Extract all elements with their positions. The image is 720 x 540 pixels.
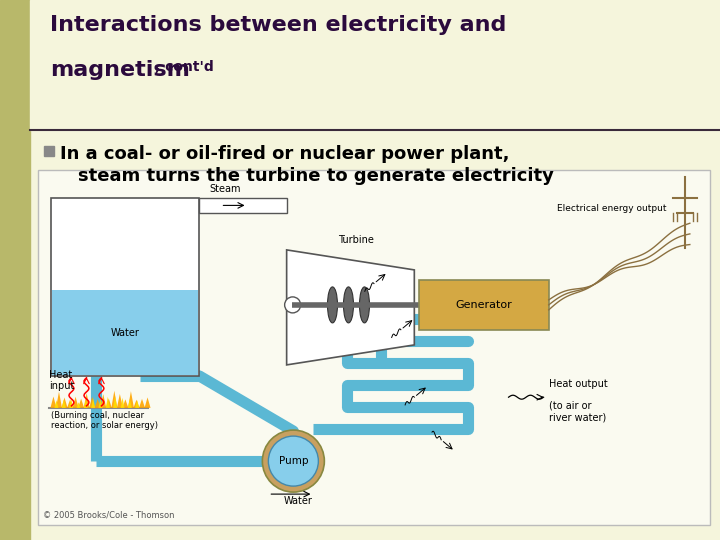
Text: magnetism: magnetism bbox=[50, 60, 190, 80]
Polygon shape bbox=[62, 401, 66, 408]
Text: © 2005 Brooks/Cole - Thomson: © 2005 Brooks/Cole - Thomson bbox=[43, 510, 174, 519]
Polygon shape bbox=[78, 398, 84, 408]
Circle shape bbox=[284, 297, 301, 313]
Circle shape bbox=[262, 430, 324, 492]
Polygon shape bbox=[69, 401, 73, 408]
Ellipse shape bbox=[343, 287, 354, 323]
Bar bbox=[51, 198, 199, 376]
Bar bbox=[44, 146, 54, 156]
Polygon shape bbox=[91, 401, 95, 408]
Text: river water): river water) bbox=[549, 412, 606, 422]
Text: In a coal- or oil-fired or nuclear power plant,: In a coal- or oil-fired or nuclear power… bbox=[60, 145, 510, 163]
Polygon shape bbox=[55, 397, 58, 408]
Text: Heat output: Heat output bbox=[549, 379, 607, 389]
Polygon shape bbox=[67, 398, 73, 408]
Polygon shape bbox=[135, 400, 139, 408]
Polygon shape bbox=[84, 391, 90, 408]
Text: Steam: Steam bbox=[210, 184, 241, 194]
Text: steam turns the turbine to generate electricity: steam turns the turbine to generate elec… bbox=[78, 167, 554, 185]
Text: Water: Water bbox=[111, 328, 140, 338]
Polygon shape bbox=[128, 396, 132, 408]
Text: Water: Water bbox=[284, 496, 312, 506]
Polygon shape bbox=[56, 394, 62, 408]
Polygon shape bbox=[95, 392, 101, 408]
Polygon shape bbox=[120, 401, 125, 408]
Polygon shape bbox=[73, 399, 78, 408]
Ellipse shape bbox=[359, 287, 369, 323]
Bar bbox=[30, 0, 720, 130]
Text: (Burning coal, nuclear
reaction, or solar energy): (Burning coal, nuclear reaction, or sola… bbox=[51, 411, 158, 430]
Bar bbox=[53, 289, 198, 375]
Polygon shape bbox=[99, 401, 102, 408]
Polygon shape bbox=[89, 394, 95, 408]
Polygon shape bbox=[139, 393, 145, 408]
Polygon shape bbox=[106, 397, 112, 408]
Text: Heat
input: Heat input bbox=[50, 370, 75, 392]
Text: Pump: Pump bbox=[279, 456, 308, 466]
Bar bbox=[199, 198, 287, 213]
Text: , cont'd: , cont'd bbox=[155, 60, 214, 74]
Polygon shape bbox=[106, 399, 110, 408]
Polygon shape bbox=[76, 403, 81, 408]
Circle shape bbox=[269, 436, 318, 486]
Bar bbox=[0, 0, 30, 540]
Text: Interactions between electricity and: Interactions between electricity and bbox=[50, 15, 506, 35]
Text: Generator: Generator bbox=[456, 300, 513, 310]
Polygon shape bbox=[50, 392, 56, 408]
Polygon shape bbox=[100, 396, 107, 408]
Polygon shape bbox=[84, 401, 88, 408]
Polygon shape bbox=[145, 392, 150, 408]
Bar bbox=[38, 170, 710, 525]
Polygon shape bbox=[61, 397, 68, 408]
Polygon shape bbox=[133, 390, 140, 408]
Polygon shape bbox=[113, 401, 117, 408]
Polygon shape bbox=[112, 395, 117, 408]
Text: Electrical energy output: Electrical energy output bbox=[557, 204, 666, 213]
Polygon shape bbox=[117, 394, 123, 408]
Polygon shape bbox=[122, 390, 128, 408]
Polygon shape bbox=[128, 396, 134, 408]
Text: (to air or: (to air or bbox=[549, 400, 591, 410]
Polygon shape bbox=[287, 250, 414, 365]
Ellipse shape bbox=[328, 287, 338, 323]
Text: Turbine: Turbine bbox=[338, 235, 374, 245]
Bar bbox=[419, 280, 549, 330]
